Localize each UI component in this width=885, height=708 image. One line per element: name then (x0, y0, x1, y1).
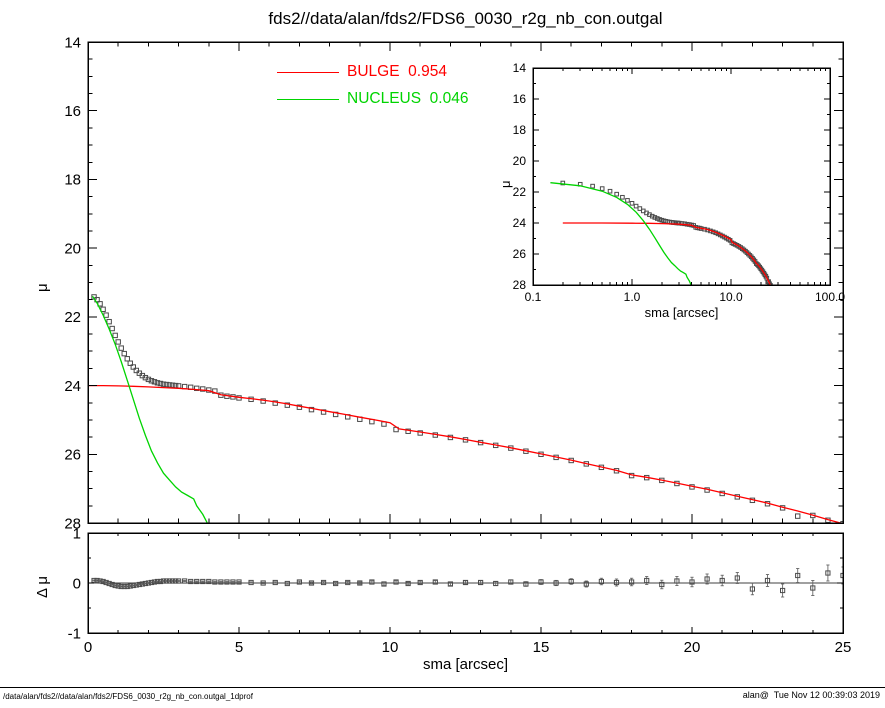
x-axis-label: sma [arcsec] (422, 656, 509, 673)
svg-text:16: 16 (64, 103, 81, 120)
y-axis-label-mu: μ (34, 283, 51, 292)
footer-user-timestamp: alan@ Tue Nov 12 00:39:03 2019 (742, 690, 880, 700)
svg-text:-1: -1 (68, 625, 81, 642)
svg-text:16: 16 (513, 92, 527, 106)
svg-text:1: 1 (73, 525, 81, 542)
svg-text:14: 14 (64, 34, 81, 51)
y-axis-label-delta-mu: Δ μ (34, 575, 51, 598)
svg-text:22: 22 (513, 185, 527, 199)
svg-text:14: 14 (513, 61, 527, 75)
svg-text:24: 24 (513, 216, 527, 230)
legend-swatch-bulge (277, 72, 339, 73)
svg-text:20: 20 (513, 154, 527, 168)
legend-label-nucleus: NUCLEUS 0.046 (347, 90, 469, 107)
footer-file-path: /data/alan/fds2//data/alan/fds2/FDS6_003… (3, 692, 253, 701)
svg-text:1.0: 1.0 (624, 290, 641, 304)
svg-text:26: 26 (513, 247, 527, 261)
inset-x-axis-label: sma [arcsec] (644, 305, 719, 320)
svg-text:18: 18 (64, 172, 81, 189)
svg-text:26: 26 (64, 447, 81, 464)
svg-text:28: 28 (64, 515, 81, 532)
svg-text:0: 0 (84, 639, 92, 656)
legend-swatch-nucleus (277, 99, 339, 100)
svg-text:0: 0 (73, 575, 81, 592)
svg-text:100.0: 100.0 (815, 290, 845, 304)
svg-text:28: 28 (513, 278, 527, 292)
plot-title: fds2//data/alan/fds2/FDS6_0030_r2g_nb_co… (268, 9, 663, 28)
svg-text:25: 25 (835, 639, 852, 656)
svg-text:15: 15 (533, 639, 550, 656)
inset-y-axis-label-mu: μ (498, 180, 513, 189)
svg-text:24: 24 (64, 378, 81, 395)
svg-text:20: 20 (684, 639, 701, 656)
svg-text:5: 5 (235, 639, 243, 656)
svg-text:10: 10 (382, 639, 399, 656)
footer-separator (0, 687, 885, 688)
svg-text:18: 18 (513, 123, 527, 137)
svg-text:0.1: 0.1 (525, 290, 542, 304)
legend-label-bulge: BULGE 0.954 (347, 63, 447, 80)
svg-text:20: 20 (64, 240, 81, 257)
svg-text:22: 22 (64, 309, 81, 326)
svg-text:10.0: 10.0 (719, 290, 743, 304)
